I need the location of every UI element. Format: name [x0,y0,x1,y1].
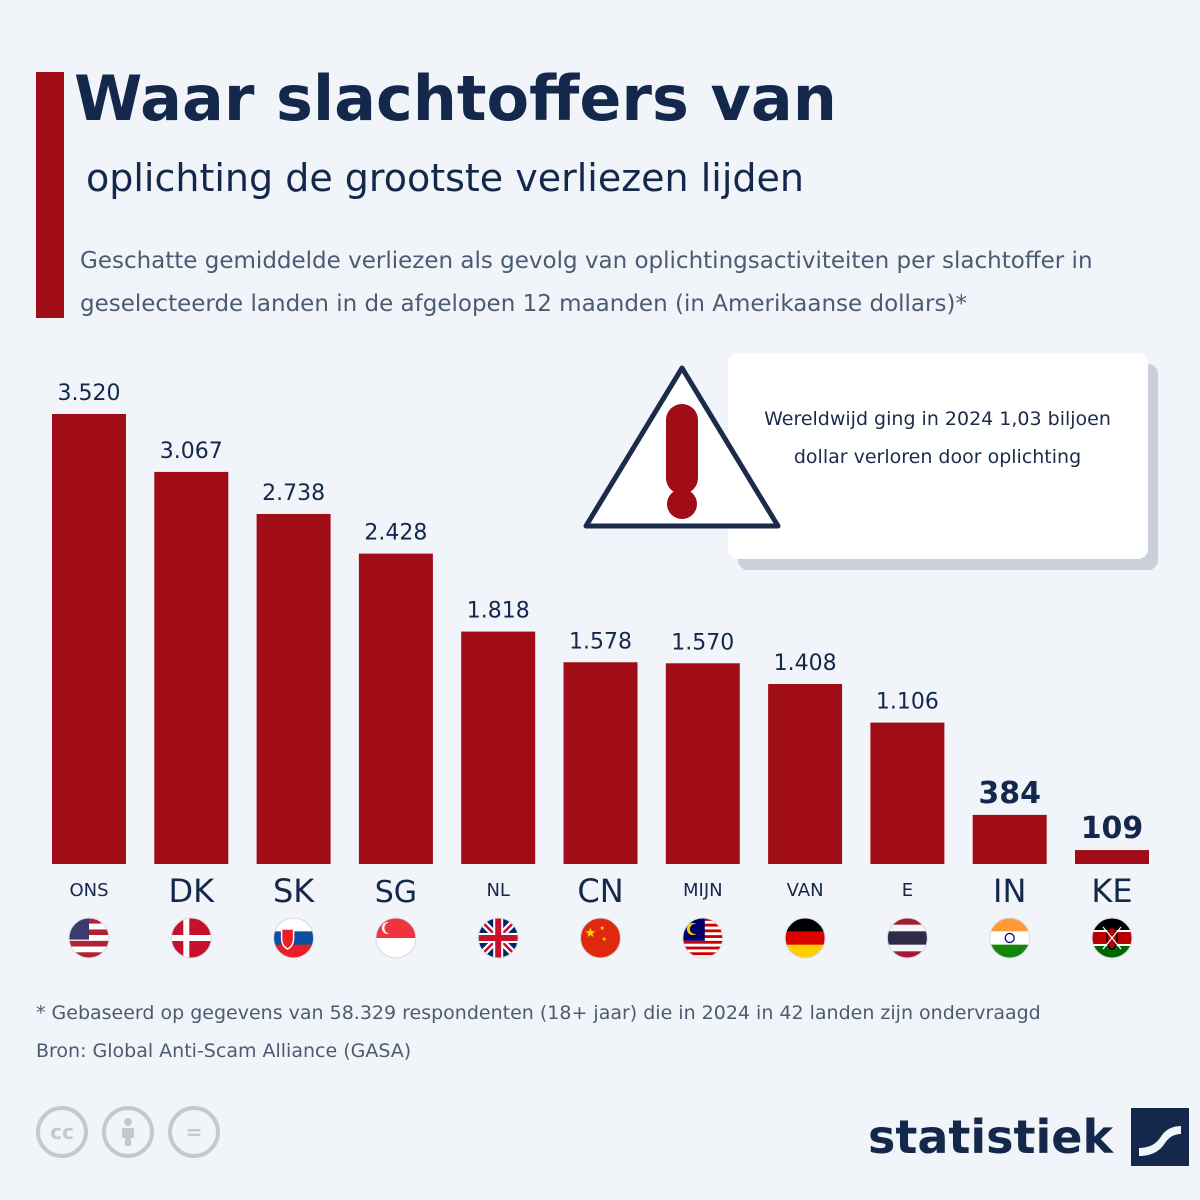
flag-icon-in [989,917,1031,959]
category-label: SG [375,875,417,910]
chart-title: Waar slachtoffers van [74,62,837,135]
category-label: KE [1091,872,1132,910]
callout-box [728,353,1148,559]
license-icons: cc = [36,1106,220,1158]
bar-chart: 3.520 ONS 3.067 DK 2.738 SK 2.428 SG 1.818 NL 1.57… [52,381,1149,959]
attribution-icon[interactable] [102,1106,154,1158]
category-label: IN [993,872,1026,910]
category-label: SK [273,872,315,910]
bar-sg [358,553,433,864]
callout-text: Wereldwijd ging in 2024 1,03 biljoen dol… [764,408,1111,468]
data-label: 1.106 [876,690,939,715]
data-label: 3.520 [58,381,121,406]
bar-ke [1075,850,1149,864]
flag-icon-us [68,917,110,959]
flag-icon-sg [375,917,417,959]
flag-icon-gb [477,917,519,959]
svg-text:★: ★ [600,925,605,932]
bar-in [972,814,1047,864]
data-label: 1.818 [467,599,530,624]
flag-icon-dk [170,917,212,959]
bar-sk [256,513,331,864]
bar-e [870,722,945,864]
svg-text:★: ★ [585,926,597,941]
svg-text:★: ★ [602,936,607,943]
source-note: Bron: Global Anti-Scam Alliance (GASA) [36,1040,412,1062]
cc-icon[interactable]: cc [36,1106,88,1158]
flag-icon-cn: ★ ★★ [580,917,621,959]
data-label: 109 [1081,811,1144,846]
category-label: NL [486,880,510,901]
chart-subtitle: Geschatte gemiddelde verliezen als gevol… [80,248,1093,317]
no-derivatives-icon[interactable]: = [168,1106,220,1158]
footnote: * Gebaseerd op gegevens van 58.329 respo… [36,1002,1041,1024]
category-label: ONS [69,880,108,901]
data-label: 1.570 [671,630,734,655]
data-label: 384 [978,776,1041,811]
category-label: E [902,880,913,901]
title-accent-bar [36,72,64,318]
flag-icon-sk [273,917,315,959]
data-label: 3.067 [160,439,223,464]
brand-name: statistiek [868,1110,1114,1164]
warning-triangle-icon [583,365,781,529]
bar-cn [563,662,638,864]
chart-title-line2: oplichting de grootste verliezen lijden [86,156,804,200]
category-label: CN [577,872,623,910]
flag-icon-th [886,917,928,959]
flag-icon-my [682,917,724,959]
bar-mijn [665,663,740,864]
brand[interactable]: statistiek [868,1108,1190,1166]
category-label: MIJN [683,880,723,901]
category-label: VAN [787,880,824,901]
flag-icon-de [784,917,826,959]
category-label: DK [168,872,215,910]
data-label: 2.428 [364,521,427,546]
data-label: 1.408 [774,651,837,676]
data-label: 1.578 [569,629,632,654]
bar-dk [154,471,229,864]
bar-van [768,684,843,864]
data-label: 2.738 [262,481,325,506]
bar-nl [461,631,536,864]
bar-ons [52,414,126,864]
statista-logo-icon [1131,1108,1190,1166]
flag-icon-ke [1091,917,1133,959]
